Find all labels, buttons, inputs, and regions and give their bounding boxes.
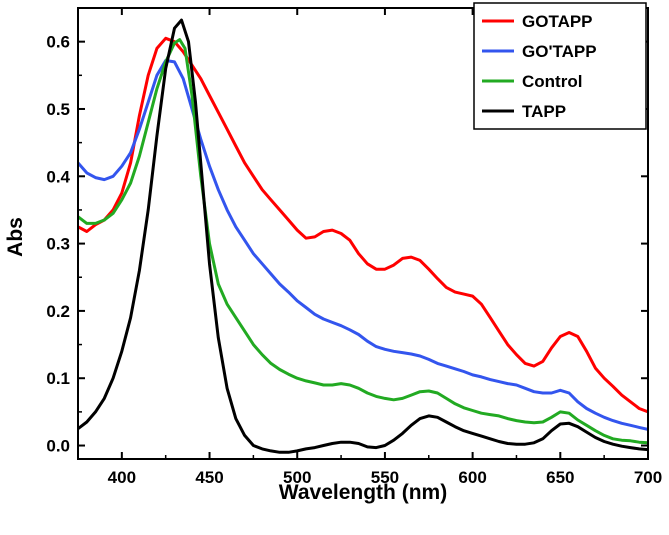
legend-label-0: GOTAPP: [522, 12, 593, 31]
x-axis-title: Wavelength (nm): [279, 481, 447, 504]
legend-box: [473, 2, 647, 130]
x-tick-label: 700: [634, 468, 662, 487]
y-tick-label: 0.4: [46, 167, 70, 186]
legend-label-1: GO'TAPP: [522, 42, 597, 61]
y-tick-label: 0.6: [46, 33, 70, 52]
legend-label-3: TAPP: [522, 102, 566, 121]
y-tick-label: 0.5: [46, 100, 70, 119]
y-tick-label: 0.2: [46, 302, 70, 321]
x-tick-label: 450: [195, 468, 223, 487]
series-line-3: [78, 18, 648, 454]
y-tick-label: 0.3: [46, 235, 70, 254]
x-tick-label: 400: [108, 468, 136, 487]
y-axis-title: Abs: [4, 217, 27, 257]
x-tick-label: 550: [371, 468, 399, 487]
series-line-1: [78, 59, 648, 431]
x-tick-label: 650: [546, 468, 574, 487]
legend: GOTAPP GO'TAPP Control TAPP: [473, 2, 647, 130]
y-tick-label: 0.1: [46, 369, 70, 388]
plot-area: [78, 18, 648, 454]
x-tick-label: 600: [458, 468, 486, 487]
axes: 400 450 500 550 600 650 700 0.0 0.1 0.2 0.3 0.4 0.5 0…: [46, 7, 662, 487]
series-line-2: [78, 38, 648, 445]
x-tick-label: 500: [283, 468, 311, 487]
legend-label-2: Control: [522, 72, 582, 91]
plot-frame: [77, 7, 649, 460]
y-tick-label: 0.0: [46, 437, 70, 456]
